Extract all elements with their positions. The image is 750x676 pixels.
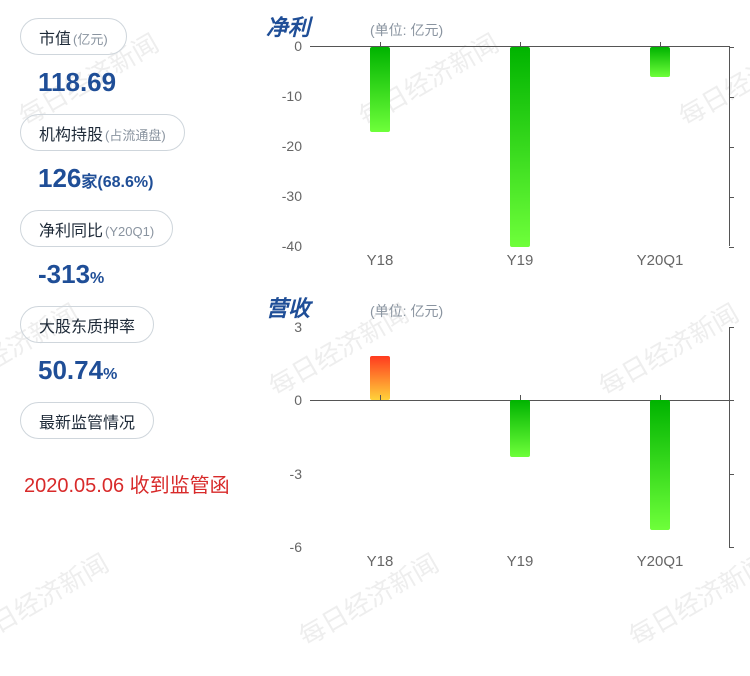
- pill-pledge: 大股东质押率: [20, 306, 154, 343]
- bar: [510, 47, 530, 247]
- inst-pct: (68.6: [97, 174, 133, 191]
- bar: [650, 400, 670, 530]
- profit-chart-title: 净利: [266, 10, 310, 42]
- alert-text: 2020.05.06 收到监管函: [24, 469, 242, 498]
- profit-chart: 净利 (单位: 亿元) 0-10-20-30-40 Y18Y19Y20Q1: [266, 10, 730, 269]
- bar: [370, 47, 390, 132]
- mcap-value: 118.69: [38, 67, 242, 98]
- profit-yoy-sub: (Y20Q1): [105, 224, 154, 239]
- y-tick: -3: [290, 466, 302, 482]
- y-tick: 0: [294, 38, 302, 54]
- revenue-plot: [310, 327, 730, 547]
- pill-reg: 最新监管情况: [20, 402, 154, 439]
- x-label: Y20Q1: [590, 553, 730, 570]
- profit-yoy-value: -313%: [38, 259, 242, 290]
- y-tick: 0: [294, 392, 302, 408]
- profit-yoy-label: 净利同比: [39, 223, 103, 240]
- profit-plot: [310, 46, 730, 246]
- profit-chart-unit: (单位: 亿元): [370, 20, 443, 40]
- charts-panel: 净利 (单位: 亿元) 0-10-20-30-40 Y18Y19Y20Q1 营收…: [256, 0, 750, 676]
- profit-yoy-pct: %: [90, 270, 104, 287]
- pill-mcap: 市值(亿元): [20, 18, 127, 55]
- inst-label: 机构持股: [39, 127, 103, 144]
- y-tick: -20: [282, 138, 302, 154]
- pledge-pct: %: [103, 366, 117, 383]
- pledge-value: 50.74%: [38, 355, 242, 386]
- profit-chart-area: 0-10-20-30-40 Y18Y19Y20Q1: [310, 46, 730, 269]
- inst-num: 126: [38, 163, 81, 193]
- inst-pct-sym: %): [134, 174, 154, 191]
- revenue-x-labels: Y18Y19Y20Q1: [310, 553, 730, 570]
- mcap-label: 市值: [39, 31, 71, 48]
- revenue-chart-unit: (单位: 亿元): [370, 301, 443, 321]
- profit-yoy-num: -313: [38, 259, 90, 289]
- profit-x-labels: Y18Y19Y20Q1: [310, 252, 730, 269]
- inst-value: 126家(68.6%): [38, 163, 242, 194]
- revenue-chart: 营收 (单位: 亿元) 30-3-6 Y18Y19Y20Q1: [266, 291, 730, 570]
- y-tick: -30: [282, 188, 302, 204]
- x-label: Y19: [450, 252, 590, 269]
- x-label: Y20Q1: [590, 252, 730, 269]
- pill-profit-yoy: 净利同比(Y20Q1): [20, 210, 173, 247]
- y-tick: -10: [282, 88, 302, 104]
- profit-y-axis: 0-10-20-30-40: [266, 46, 306, 246]
- pledge-label: 大股东质押率: [39, 319, 135, 336]
- bar: [370, 356, 390, 400]
- reg-label: 最新监管情况: [39, 415, 135, 432]
- x-label: Y19: [450, 553, 590, 570]
- inst-unit: 家: [81, 174, 97, 191]
- mcap-sub: (亿元): [73, 32, 108, 47]
- bar: [650, 47, 670, 77]
- revenue-y-axis: 30-3-6: [266, 327, 306, 547]
- metrics-panel: 市值(亿元) 118.69 机构持股(占流通盘) 126家(68.6%) 净利同…: [0, 0, 256, 676]
- x-label: Y18: [310, 553, 450, 570]
- y-tick: -40: [282, 238, 302, 254]
- revenue-chart-title: 营收: [266, 291, 310, 323]
- y-tick: -6: [290, 539, 302, 555]
- pill-inst: 机构持股(占流通盘): [20, 114, 185, 151]
- x-label: Y18: [310, 252, 450, 269]
- revenue-chart-area: 30-3-6 Y18Y19Y20Q1: [310, 327, 730, 570]
- pledge-num: 50.74: [38, 355, 103, 385]
- bar: [510, 400, 530, 456]
- y-tick: 3: [294, 319, 302, 335]
- inst-sub: (占流通盘): [105, 128, 166, 143]
